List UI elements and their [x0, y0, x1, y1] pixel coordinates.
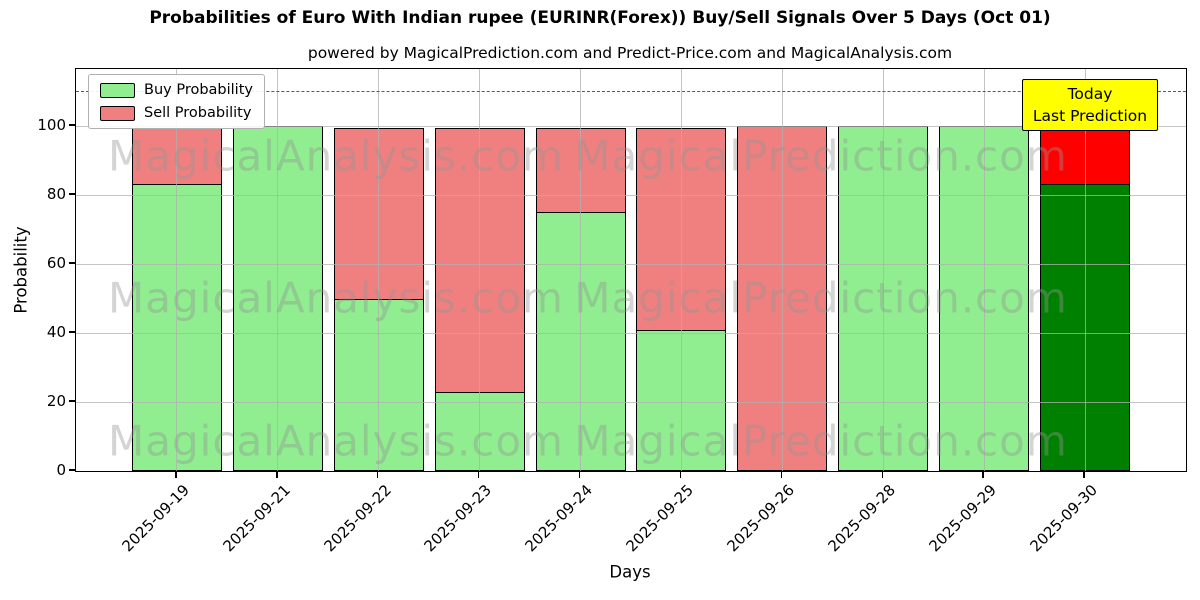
y-tick-mark — [69, 469, 75, 471]
gridline-horizontal — [76, 125, 1186, 127]
y-tick-label: 80 — [46, 185, 66, 204]
legend-item-sell: Sell Probability — [100, 105, 253, 121]
y-tick-label: 40 — [46, 323, 66, 342]
gridline-vertical — [781, 69, 783, 471]
legend-item-buy: Buy Probability — [100, 82, 253, 98]
x-tick-mark — [175, 471, 177, 478]
gridline-vertical — [580, 69, 582, 471]
y-tick-label: 60 — [46, 254, 66, 273]
x-tick-mark — [679, 471, 682, 478]
x-tick-mark — [477, 471, 480, 478]
x-tick-label: 2025-09-30 — [1026, 481, 1101, 556]
legend-label-sell: Sell Probability — [144, 105, 252, 121]
x-tick-mark — [881, 471, 884, 478]
gridline-vertical — [882, 69, 884, 471]
today-annotation-line2: Last Prediction — [1032, 107, 1148, 125]
today-annotation-line1: Today — [1067, 84, 1113, 103]
x-tick-label: 2025-09-28 — [824, 481, 900, 556]
x-tick-label: 2025-09-26 — [723, 481, 799, 556]
y-tick-label: 20 — [46, 392, 66, 411]
x-tick-label: 2025-09-19 — [118, 481, 193, 556]
chart-title: Probabilities of Euro With Indian rupee … — [149, 8, 1051, 28]
x-tick-mark — [376, 471, 379, 478]
y-tick-mark — [69, 262, 75, 264]
legend: Buy Probability Sell Probability — [88, 74, 265, 129]
gridline-vertical — [983, 69, 985, 471]
legend-swatch-sell-icon — [100, 105, 135, 121]
legend-swatch-buy-icon — [100, 82, 135, 98]
x-tick-mark — [276, 471, 278, 478]
y-tick-mark — [69, 331, 75, 333]
gridline-horizontal — [76, 194, 1186, 196]
y-axis-label: Probability — [11, 226, 31, 314]
chart-subtitle: powered by MagicalPrediction.com and Pre… — [307, 44, 953, 62]
y-tick-mark — [69, 124, 75, 126]
gridline-vertical — [1084, 69, 1086, 471]
x-tick-label: 2025-09-21 — [219, 481, 294, 556]
gridline-horizontal — [76, 401, 1186, 403]
y-tick-label: 100 — [37, 116, 66, 135]
x-tick-mark — [780, 471, 783, 478]
legend-label-buy: Buy Probability — [144, 82, 253, 98]
x-axis-label: Days — [609, 562, 651, 582]
x-tick-mark — [982, 471, 984, 478]
gridline-vertical — [378, 69, 380, 471]
x-tick-label: 2025-09-22 — [320, 481, 395, 556]
x-tick-label: 2025-09-25 — [622, 481, 698, 556]
y-tick-label: 0 — [56, 461, 66, 479]
y-tick-mark — [69, 400, 75, 402]
x-tick-mark — [578, 471, 581, 478]
x-tick-label: 2025-09-23 — [420, 481, 496, 556]
gridline-vertical — [479, 69, 481, 471]
threshold-dashed-line — [76, 90, 1186, 92]
gridline-horizontal — [76, 263, 1186, 265]
gridline-vertical — [680, 69, 682, 471]
gridline-vertical — [277, 69, 279, 471]
x-tick-mark — [1083, 471, 1085, 478]
today-annotation: Today Last Prediction — [1022, 79, 1158, 131]
x-tick-label: 2025-09-29 — [925, 481, 1000, 556]
y-tick-mark — [69, 193, 75, 195]
x-tick-label: 2025-09-24 — [521, 481, 597, 556]
gridline-vertical — [176, 69, 178, 471]
plot-area: Buy Probability Sell Probability Today L… — [75, 68, 1187, 472]
gridline-horizontal — [76, 332, 1186, 334]
